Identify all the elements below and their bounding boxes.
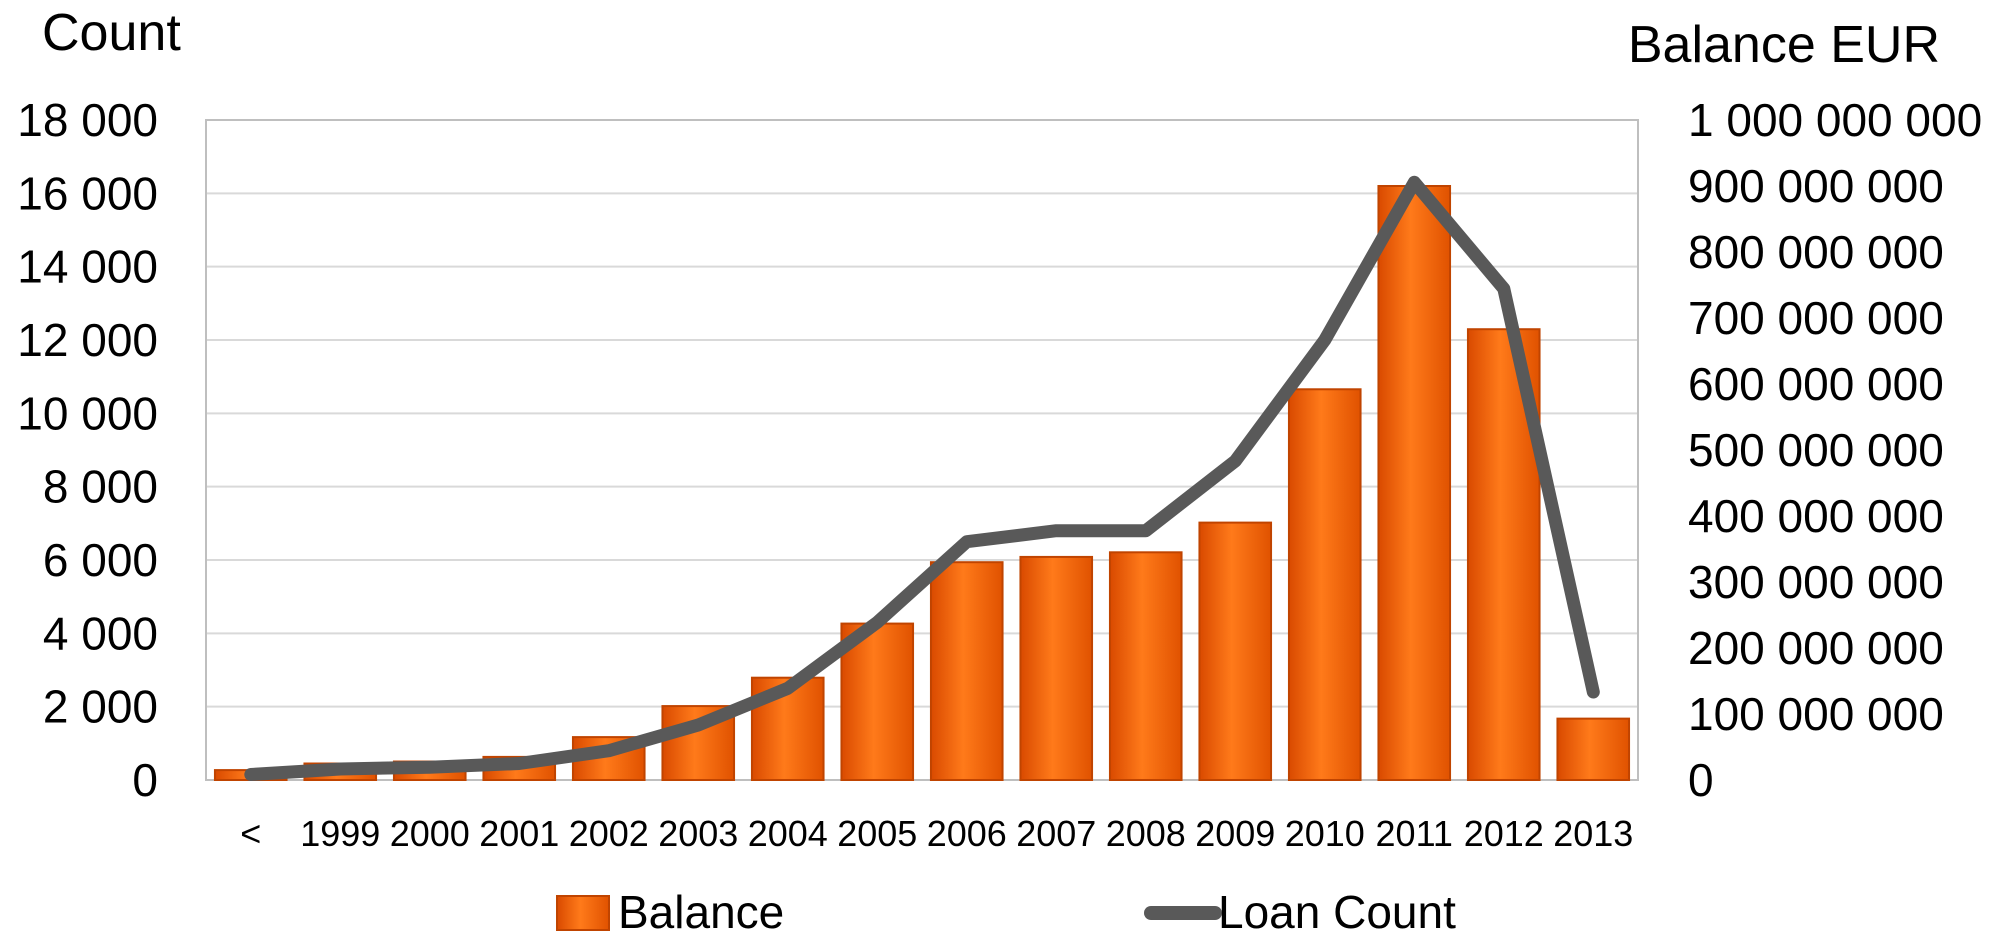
category-label: 2012 (1464, 813, 1544, 854)
right-tick-label: 700 000 000 (1688, 292, 1944, 344)
left-tick-label: 12 000 (17, 314, 158, 366)
category-label: 2004 (748, 813, 828, 854)
plot-area (205, 119, 1639, 781)
right-tick-label: 200 000 000 (1688, 622, 1944, 674)
legend: Balance Loan Count (556, 886, 1456, 933)
right-tick-label: 600 000 000 (1688, 358, 1944, 410)
balance-bar (929, 561, 1004, 782)
legend-balance-label: Balance (618, 886, 784, 933)
category-label: 2007 (1016, 813, 1096, 854)
left-tick-label: 8 000 (43, 461, 158, 513)
loan-count-line (244, 175, 1600, 781)
category-label: 1999 (300, 813, 380, 854)
balance-bar (1287, 388, 1362, 781)
category-label: 2001 (479, 813, 559, 854)
category-label: 2005 (837, 813, 917, 854)
category-label: 2011 (1376, 813, 1453, 854)
loan-count-series-line (244, 175, 1600, 781)
right-tick-label: 400 000 000 (1688, 490, 1944, 542)
balance-bar (1198, 521, 1273, 781)
left-axis-ticks: 0 2 000 4 000 6 000 8 000 10 000 12 000 14 000 1… (17, 94, 158, 806)
left-tick-label: 2 000 (43, 681, 158, 733)
category-label: 2013 (1553, 813, 1633, 854)
right-tick-label: 0 (1688, 754, 1714, 806)
category-label: 2002 (569, 813, 649, 854)
balance-bars (213, 185, 1631, 782)
left-tick-label: 10 000 (17, 387, 158, 439)
balance-bar (1377, 185, 1452, 781)
left-tick-label: 14 000 (17, 241, 158, 293)
left-tick-label: 0 (132, 754, 158, 806)
right-axis-ticks: 0 100 000 000 200 000 000 300 000 000 400 00… (1688, 94, 1982, 806)
left-tick-label: 6 000 (43, 534, 158, 586)
balance-bar (1556, 717, 1631, 781)
legend-balance-swatch (556, 895, 610, 931)
category-label: 2003 (658, 813, 738, 854)
right-tick-label: 800 000 000 (1688, 226, 1944, 278)
category-label: 2010 (1285, 813, 1365, 854)
right-tick-label: 900 000 000 (1688, 160, 1944, 212)
category-label: 2006 (927, 813, 1007, 854)
balance-bar (1108, 551, 1183, 781)
left-axis-title: Count (42, 4, 181, 62)
category-label: < (240, 813, 261, 854)
left-tick-label: 16 000 (17, 167, 158, 219)
category-label: 2000 (390, 813, 470, 854)
right-axis-title: Balance EUR (1628, 16, 1940, 74)
right-tick-label: 100 000 000 (1688, 688, 1944, 740)
legend-loan-count-label: Loan Count (1218, 886, 1456, 933)
category-labels: <1999 2000 2001 2002 2003 2004 2005 2006 2007 200… (240, 813, 1633, 854)
right-tick-label: 300 000 000 (1688, 556, 1944, 608)
right-tick-label: 500 000 000 (1688, 424, 1944, 476)
left-tick-label: 18 000 (17, 94, 158, 146)
left-tick-label: 4 000 (43, 607, 158, 659)
category-label: 2009 (1195, 813, 1275, 854)
balance-bar (1019, 555, 1094, 781)
right-tick-label: 1 000 000 000 (1688, 94, 1982, 146)
category-label: 2008 (1106, 813, 1186, 854)
